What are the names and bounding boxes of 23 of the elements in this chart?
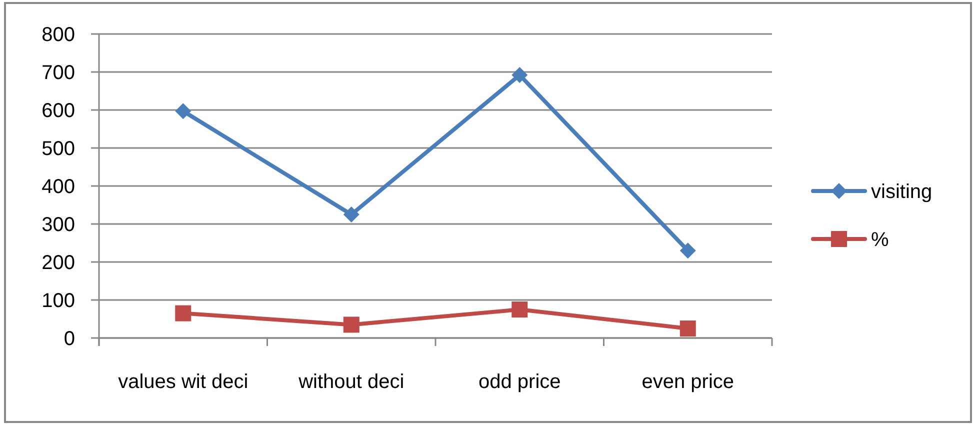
y-tick-label: 700: [42, 62, 75, 84]
y-tick-label: 400: [42, 176, 75, 198]
y-tick-label: 100: [42, 290, 75, 312]
y-tick-label: 0: [64, 328, 75, 350]
y-tick-label: 800: [42, 24, 75, 46]
point: [343, 206, 360, 222]
point: [512, 67, 528, 84]
x-tick-label: odd price: [478, 371, 561, 393]
legend-label: visiting: [871, 181, 932, 203]
point: [343, 316, 360, 333]
y-tick-label: 600: [42, 100, 75, 122]
point: [680, 242, 696, 259]
point: [175, 103, 192, 120]
x-tick-label: without deci: [298, 371, 404, 393]
y-tick-label: 500: [42, 138, 75, 160]
x-tick-label: even price: [642, 371, 734, 393]
point: [512, 302, 528, 318]
y-tick-label: 200: [42, 252, 75, 274]
legend-label: %: [871, 229, 889, 251]
point: [175, 305, 192, 322]
point: [680, 320, 696, 336]
y-tick-label: 300: [42, 214, 75, 236]
x-tick-label: values wit deci: [118, 371, 248, 393]
